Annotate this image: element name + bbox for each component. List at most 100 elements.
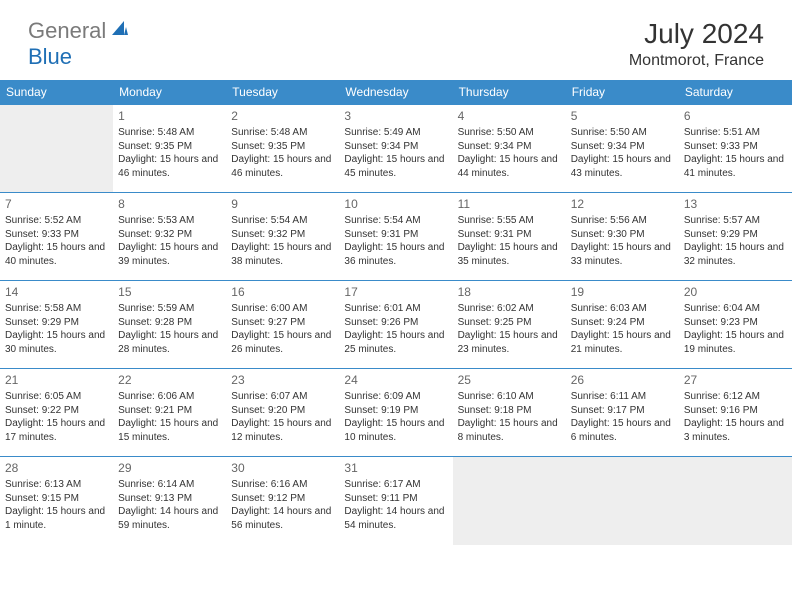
weekday-row: SundayMondayTuesdayWednesdayThursdayFrid… xyxy=(0,80,792,105)
weekday-header: Wednesday xyxy=(339,80,452,105)
daylight-line: Daylight: 15 hours and 32 minutes. xyxy=(684,241,787,268)
calendar-cell xyxy=(0,105,113,193)
sunset-line: Sunset: 9:25 PM xyxy=(458,316,561,330)
sunrise-line: Sunrise: 6:01 AM xyxy=(344,302,447,316)
sunrise-line: Sunrise: 5:49 AM xyxy=(344,126,447,140)
weekday-header: Friday xyxy=(566,80,679,105)
day-number: 7 xyxy=(5,196,108,212)
day-number: 17 xyxy=(344,284,447,300)
daylight-line: Daylight: 15 hours and 36 minutes. xyxy=(344,241,447,268)
day-number: 1 xyxy=(118,108,221,124)
calendar-cell: 7 Sunrise: 5:52 AMSunset: 9:33 PMDaylight… xyxy=(0,193,113,281)
daylight-line: Daylight: 15 hours and 43 minutes. xyxy=(571,153,674,180)
sunrise-line: Sunrise: 5:50 AM xyxy=(458,126,561,140)
sunset-line: Sunset: 9:27 PM xyxy=(231,316,334,330)
weekday-header: Monday xyxy=(113,80,226,105)
day-number: 6 xyxy=(684,108,787,124)
sunset-line: Sunset: 9:34 PM xyxy=(571,140,674,154)
day-number: 13 xyxy=(684,196,787,212)
calendar-cell: 3Sunrise: 5:49 AMSunset: 9:34 PMDaylight… xyxy=(339,105,452,193)
sunrise-line: Sunrise: 6:13 AM xyxy=(5,478,108,492)
calendar-cell: 1 Sunrise: 5:48 AMSunset: 9:35 PMDaylight… xyxy=(113,105,226,193)
daylight-line: Daylight: 15 hours and 38 minutes. xyxy=(231,241,334,268)
sunset-line: Sunset: 9:32 PM xyxy=(231,228,334,242)
sunrise-line: Sunrise: 6:02 AM xyxy=(458,302,561,316)
sunrise-line: Sunrise: 6:14 AM xyxy=(118,478,221,492)
sunrise-line: Sunrise: 5:54 AM xyxy=(344,214,447,228)
day-number: 8 xyxy=(118,196,221,212)
sunset-line: Sunset: 9:20 PM xyxy=(231,404,334,418)
sunset-line: Sunset: 9:13 PM xyxy=(118,492,221,506)
daylight-line: Daylight: 15 hours and 1 minute. xyxy=(5,505,108,532)
calendar-cell: 14Sunrise: 5:58 AMSunset: 9:29 PMDayligh… xyxy=(0,281,113,369)
daylight-line: Daylight: 15 hours and 40 minutes. xyxy=(5,241,108,268)
location-text: Montmorot, France xyxy=(629,52,764,70)
sunset-line: Sunset: 9:35 PM xyxy=(231,140,334,154)
sunrise-line: Sunrise: 5:52 AM xyxy=(5,214,108,228)
sunset-line: Sunset: 9:28 PM xyxy=(118,316,221,330)
sunrise-line: Sunrise: 6:04 AM xyxy=(684,302,787,316)
daylight-line: Daylight: 15 hours and 41 minutes. xyxy=(684,153,787,180)
calendar-body: 1Sunrise: 5:48 AMSunset: 9:35 PMDaylight… xyxy=(0,105,792,545)
calendar-cell: 21Sunrise: 6:05 AMSunset: 9:22 PMDayligh… xyxy=(0,369,113,457)
calendar-row: 14Sunrise: 5:58 AMSunset: 9:29 PMDayligh… xyxy=(0,281,792,369)
daylight-line: Daylight: 14 hours and 54 minutes. xyxy=(344,505,447,532)
calendar-cell: 31Sunrise: 6:17 AMSunset: 9:11 PMDayligh… xyxy=(339,457,452,545)
day-number: 18 xyxy=(458,284,561,300)
daylight-line: Daylight: 15 hours and 10 minutes. xyxy=(344,417,447,444)
daylight-line: Daylight: 15 hours and 46 minutes. xyxy=(118,153,221,180)
daylight-line: Daylight: 15 hours and 8 minutes. xyxy=(458,417,561,444)
daylight-line: Daylight: 15 hours and 25 minutes. xyxy=(344,329,447,356)
sunrise-line: Sunrise: 5:50 AM xyxy=(571,126,674,140)
weekday-header: Thursday xyxy=(453,80,566,105)
brand-general-text: General xyxy=(28,18,106,44)
calendar-row: 7Sunrise: 5:52 AMSunset: 9:33 PMDaylight… xyxy=(0,193,792,281)
daylight-line: Daylight: 15 hours and 30 minutes. xyxy=(5,329,108,356)
sunset-line: Sunset: 9:11 PM xyxy=(344,492,447,506)
calendar-cell: 25Sunrise: 6:10 AMSunset: 9:18 PMDayligh… xyxy=(453,369,566,457)
daylight-line: Daylight: 15 hours and 44 minutes. xyxy=(458,153,561,180)
sunrise-line: Sunrise: 6:06 AM xyxy=(118,390,221,404)
calendar-cell xyxy=(566,457,679,545)
weekday-header: Sunday xyxy=(0,80,113,105)
day-number: 22 xyxy=(118,372,221,388)
calendar-cell: 22Sunrise: 6:06 AMSunset: 9:21 PMDayligh… xyxy=(113,369,226,457)
calendar-cell: 26Sunrise: 6:11 AMSunset: 9:17 PMDayligh… xyxy=(566,369,679,457)
sunrise-line: Sunrise: 5:56 AM xyxy=(571,214,674,228)
day-number: 24 xyxy=(344,372,447,388)
sunrise-line: Sunrise: 6:03 AM xyxy=(571,302,674,316)
daylight-line: Daylight: 15 hours and 26 minutes. xyxy=(231,329,334,356)
sunrise-line: Sunrise: 5:48 AM xyxy=(118,126,221,140)
weekday-header: Tuesday xyxy=(226,80,339,105)
sunrise-line: Sunrise: 5:51 AM xyxy=(684,126,787,140)
sunset-line: Sunset: 9:15 PM xyxy=(5,492,108,506)
calendar-cell: 6 Sunrise: 5:51 AMSunset: 9:33 PMDaylight… xyxy=(679,105,792,193)
day-number: 31 xyxy=(344,460,447,476)
sunset-line: Sunset: 9:17 PM xyxy=(571,404,674,418)
day-number: 29 xyxy=(118,460,221,476)
sunset-line: Sunset: 9:35 PM xyxy=(118,140,221,154)
daylight-line: Daylight: 15 hours and 17 minutes. xyxy=(5,417,108,444)
daylight-line: Daylight: 15 hours and 15 minutes. xyxy=(118,417,221,444)
calendar-cell: 19Sunrise: 6:03 AMSunset: 9:24 PMDayligh… xyxy=(566,281,679,369)
sunrise-line: Sunrise: 6:05 AM xyxy=(5,390,108,404)
day-number: 5 xyxy=(571,108,674,124)
calendar-row: 28Sunrise: 6:13 AMSunset: 9:15 PMDayligh… xyxy=(0,457,792,545)
day-number: 30 xyxy=(231,460,334,476)
sunset-line: Sunset: 9:12 PM xyxy=(231,492,334,506)
day-number: 20 xyxy=(684,284,787,300)
calendar-cell: 4Sunrise: 5:50 AMSunset: 9:34 PMDaylight… xyxy=(453,105,566,193)
day-number: 15 xyxy=(118,284,221,300)
month-title: July 2024 xyxy=(629,18,764,50)
daylight-line: Daylight: 14 hours and 59 minutes. xyxy=(118,505,221,532)
sunset-line: Sunset: 9:33 PM xyxy=(5,228,108,242)
day-number: 25 xyxy=(458,372,561,388)
calendar-cell xyxy=(453,457,566,545)
sunset-line: Sunset: 9:24 PM xyxy=(571,316,674,330)
sunrise-line: Sunrise: 5:54 AM xyxy=(231,214,334,228)
calendar-cell: 28Sunrise: 6:13 AMSunset: 9:15 PMDayligh… xyxy=(0,457,113,545)
calendar-row: 21Sunrise: 6:05 AMSunset: 9:22 PMDayligh… xyxy=(0,369,792,457)
sunset-line: Sunset: 9:22 PM xyxy=(5,404,108,418)
brand-logo: General xyxy=(28,18,132,44)
sunset-line: Sunset: 9:33 PM xyxy=(684,140,787,154)
